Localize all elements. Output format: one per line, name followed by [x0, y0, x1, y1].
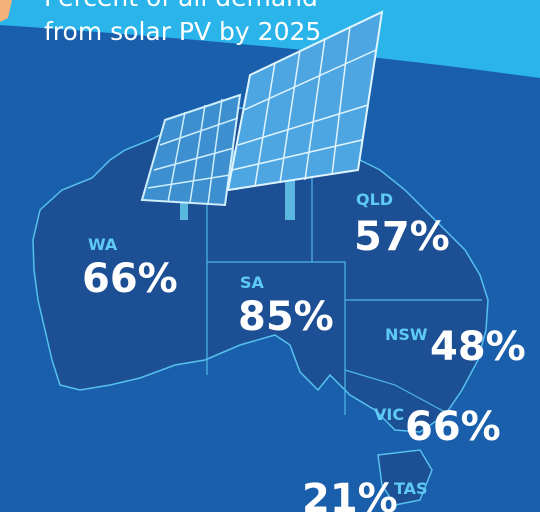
sky-band: [0, 0, 540, 78]
region-label: SA: [240, 273, 265, 292]
region-label: QLD: [356, 190, 393, 209]
region-value: 66%: [82, 256, 178, 302]
tasmania: [377, 449, 433, 506]
state-border: [207, 261, 346, 415]
region-value: 85%: [238, 294, 334, 340]
region-label: WA: [88, 235, 118, 254]
region-value: 48%: [430, 324, 526, 370]
region-label: VIC: [374, 405, 404, 424]
region-label: NSW: [385, 325, 428, 344]
solar-panels: [140, 10, 384, 220]
title-line: from solar PV by 2025: [44, 17, 321, 46]
region-label: TAS: [394, 479, 428, 498]
state-border: [344, 369, 446, 413]
title-line: Percent of all demand: [44, 0, 318, 12]
corner-shape: [0, 0, 12, 22]
region-value: 66%: [405, 404, 501, 450]
region-value: 21%: [302, 476, 398, 512]
region-value: 57%: [354, 214, 450, 260]
